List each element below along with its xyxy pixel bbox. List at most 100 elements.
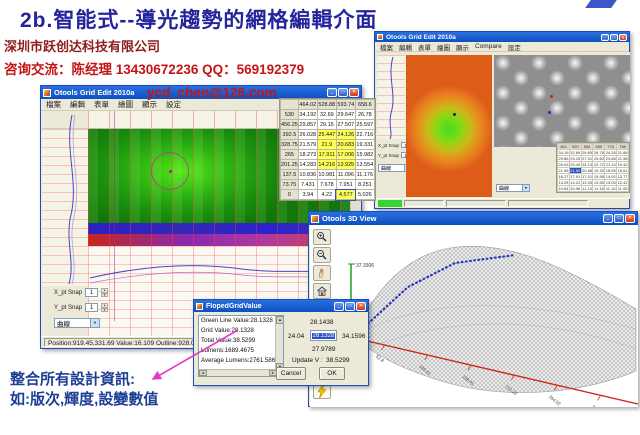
list-vscrollbar[interactable]: ▲ ▼ [275, 316, 283, 371]
cancel-button[interactable]: Cancel [276, 367, 306, 380]
curve-mode-dropdown[interactable]: 曲線 ▼ [54, 318, 100, 328]
value-cell[interactable]: 26.028 [297, 129, 318, 140]
value-cell[interactable]: 10.84 [557, 185, 570, 192]
value-cell[interactable]: 24.26 [604, 149, 618, 156]
dialog-titlebar[interactable]: FlopedGridValue _ □ ✕ [194, 300, 368, 312]
list-item[interactable]: Total Value:38.5299 [201, 337, 256, 344]
mesh-3d-plot[interactable]: 37.3306 52.8105.61158.41211.22264.02316.… [310, 225, 638, 407]
value-cell[interactable]: 32.69 [316, 109, 337, 120]
value-cell[interactable]: 7.678 [316, 179, 337, 190]
list-item[interactable]: Average Lumens:2761.5862 [201, 357, 279, 364]
value-cell[interactable]: 14.216 [316, 159, 337, 170]
value-cell[interactable]: 5.026 [354, 189, 375, 200]
dot-detail-table[interactable]: 464 529 594 659 723 788 34.19 32.69 29.65 26.78 24… [556, 142, 630, 193]
value-cell[interactable]: 21.90 [568, 167, 582, 174]
value-cell[interactable]: 27.51 [580, 155, 594, 162]
value-cell[interactable]: 14.22 [568, 179, 582, 186]
zoom-out-button[interactable] [313, 247, 331, 263]
value-cell[interactable]: 22.716 [354, 129, 375, 140]
value-cell[interactable]: 29.15 [568, 155, 582, 162]
value-cell[interactable]: 11.16 [604, 185, 618, 192]
value-list[interactable]: Green Line Value:28.1328 Grid Value:28.13… [198, 315, 284, 377]
value-cell[interactable]: 25.447 [316, 129, 337, 140]
value-cell[interactable]: 14.283 [297, 159, 318, 170]
value-cell[interactable]: 25.45 [568, 161, 582, 168]
value-cell[interactable]: 34.19 [557, 149, 570, 156]
value-cell[interactable]: 11.05 [616, 185, 629, 192]
value-cell[interactable]: 21.58 [557, 167, 570, 174]
value-cell[interactable]: 21.14 [604, 161, 618, 168]
row-header[interactable]: 265 [280, 149, 299, 160]
value-cell[interactable]: 14.92 [604, 173, 618, 180]
value-cell[interactable]: 26.78 [354, 109, 375, 120]
value-cell[interactable]: 29.857 [297, 119, 318, 130]
value-cell[interactable]: 7.431 [297, 179, 318, 190]
row-header[interactable]: 0 [280, 189, 299, 200]
value-cell[interactable]: 23.68 [604, 155, 618, 162]
list-item[interactable]: Grid Value:28.1328 [201, 327, 254, 334]
menu-item[interactable]: 表單 [94, 100, 109, 109]
close-button[interactable]: ✕ [349, 88, 359, 97]
value-cell[interactable]: 10.981 [316, 169, 337, 180]
value-cell[interactable]: 3.94 [297, 189, 318, 200]
close-button[interactable]: ✕ [356, 301, 366, 311]
minimize-button[interactable]: _ [603, 214, 613, 223]
value-cell[interactable]: 19.33 [592, 167, 606, 174]
value-cell[interactable]: 17.91 [568, 173, 582, 180]
value-cell[interactable]: 34.192 [297, 109, 318, 120]
value-cell[interactable]: 17.006 [335, 149, 356, 160]
value-cell[interactable]: 11.176 [354, 169, 375, 180]
value-cell[interactable]: 32.69 [568, 149, 582, 156]
grid-value-table[interactable]: 464.02 528.88 593.74 658.6 530 34.192 32.69 29.… [279, 98, 376, 201]
zoom-in-button[interactable] [313, 229, 331, 245]
maximize-button[interactable]: □ [610, 33, 618, 41]
value-cell[interactable]: 13.55 [592, 179, 606, 186]
value-cell[interactable]: 21.58 [616, 155, 629, 162]
center-value-input[interactable]: 28.1328 [310, 330, 337, 341]
compare-titlebar[interactable]: Otools Grid Edit 2010a _ □ ✕ [375, 32, 629, 42]
value-cell[interactable]: 21.9 [316, 139, 337, 150]
value-cell[interactable]: 29.647 [335, 109, 356, 120]
luminance-heatmap-orange[interactable] [406, 55, 492, 197]
menu-item[interactable]: Compare [475, 43, 502, 50]
menu-item[interactable]: 顯示 [142, 100, 157, 109]
value-cell[interactable]: 20.683 [335, 139, 356, 150]
maximize-button[interactable]: □ [614, 214, 624, 223]
value-cell[interactable]: 17.911 [316, 149, 337, 160]
value-cell[interactable]: 4.22 [316, 189, 337, 200]
value-cell[interactable]: 7.951 [335, 179, 356, 190]
value-cell[interactable]: 18.27 [557, 173, 570, 180]
list-item[interactable]: Green Line Value:28.1328 [201, 317, 273, 324]
maximize-button[interactable]: □ [345, 301, 355, 311]
list-item[interactable]: Lumens:1689.4675 [201, 347, 254, 354]
row-header[interactable]: 392.5 [280, 129, 299, 140]
value-cell[interactable]: 29.65 [580, 149, 594, 156]
menu-item[interactable]: 繪圖 [437, 44, 450, 52]
menu-item[interactable]: 檔案 [380, 44, 393, 52]
x-snap-value[interactable]: 1 [85, 288, 99, 297]
dot-pattern-preview[interactable] [494, 55, 630, 147]
value-cell[interactable]: 27.507 [335, 119, 356, 130]
scroll-up-icon[interactable]: ▲ [276, 316, 283, 324]
row-header[interactable]: 456.25 [280, 119, 299, 130]
value-cell[interactable]: 13.05 [604, 179, 618, 186]
value-cell[interactable]: 12.42 [616, 179, 629, 186]
menu-item[interactable]: 編輯 [70, 100, 85, 109]
value-cell[interactable]: 14.28 [557, 179, 570, 186]
minimize-button[interactable]: _ [601, 33, 609, 41]
value-cell[interactable]: 4.577 [335, 188, 357, 201]
home-view-button[interactable] [313, 283, 331, 299]
value-cell[interactable]: 16.61 [616, 167, 629, 174]
value-cell[interactable]: 24.126 [335, 129, 356, 140]
menu-item[interactable]: 設定 [166, 100, 181, 109]
menu-item[interactable]: 檔案 [46, 100, 61, 109]
value-cell[interactable]: 13.77 [616, 173, 629, 180]
value-cell[interactable]: 20.68 [580, 167, 594, 174]
value-cell[interactable]: 17.01 [580, 173, 594, 180]
value-cell[interactable]: 29.86 [557, 155, 570, 162]
value-cell[interactable]: 26.78 [592, 149, 606, 156]
value-cell[interactable]: 13.93 [580, 179, 594, 186]
minimize-button[interactable]: _ [327, 88, 337, 97]
value-cell[interactable]: 11.096 [335, 169, 356, 180]
value-cell[interactable]: 18.05 [604, 167, 618, 174]
